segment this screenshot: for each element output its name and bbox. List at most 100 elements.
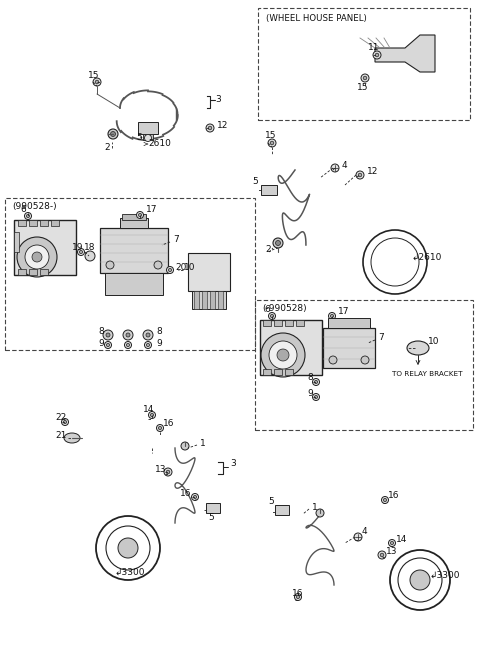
- Circle shape: [107, 343, 109, 346]
- Bar: [263, 369, 271, 375]
- Text: 21: 21: [55, 430, 66, 440]
- Text: 6: 6: [20, 206, 26, 214]
- Text: 22: 22: [55, 413, 66, 422]
- Circle shape: [85, 251, 95, 261]
- Circle shape: [146, 333, 150, 337]
- Circle shape: [410, 570, 430, 590]
- Circle shape: [361, 74, 369, 82]
- Text: 18: 18: [84, 242, 96, 252]
- Text: 12: 12: [217, 121, 228, 130]
- Bar: [18, 220, 26, 226]
- Bar: [192, 291, 226, 309]
- Text: 10: 10: [184, 263, 195, 272]
- Circle shape: [356, 171, 364, 179]
- Bar: [14, 232, 19, 252]
- Circle shape: [330, 314, 334, 318]
- Circle shape: [105, 341, 111, 348]
- Text: 16: 16: [292, 588, 303, 597]
- Circle shape: [398, 558, 442, 602]
- Circle shape: [269, 341, 297, 369]
- Bar: [122, 214, 146, 220]
- Circle shape: [312, 379, 320, 386]
- Circle shape: [93, 78, 101, 86]
- Circle shape: [314, 396, 318, 399]
- Circle shape: [314, 381, 318, 384]
- Circle shape: [316, 509, 324, 517]
- Text: 4: 4: [342, 160, 348, 170]
- Circle shape: [388, 540, 396, 546]
- Text: 5: 5: [136, 132, 142, 141]
- Circle shape: [363, 230, 427, 294]
- Text: 9: 9: [98, 339, 104, 348]
- Circle shape: [270, 314, 274, 318]
- Polygon shape: [375, 35, 435, 72]
- Circle shape: [166, 470, 170, 474]
- Bar: [40, 220, 48, 226]
- Text: 7: 7: [378, 333, 384, 343]
- Text: ↲3300: ↲3300: [430, 571, 460, 580]
- Bar: [296, 320, 304, 326]
- Circle shape: [268, 139, 276, 147]
- Text: 8: 8: [98, 326, 104, 335]
- Circle shape: [17, 237, 57, 277]
- Circle shape: [181, 442, 189, 450]
- Bar: [105, 273, 163, 295]
- Text: 5: 5: [252, 178, 258, 187]
- Text: 15: 15: [88, 71, 99, 81]
- Text: 15: 15: [357, 83, 369, 92]
- Circle shape: [108, 129, 118, 139]
- Bar: [275, 505, 289, 515]
- Bar: [206, 503, 220, 513]
- Text: 5: 5: [208, 512, 214, 521]
- Text: 20: 20: [175, 263, 186, 272]
- Text: TO RELAY BRACKET: TO RELAY BRACKET: [392, 371, 463, 377]
- Circle shape: [270, 141, 274, 145]
- Circle shape: [168, 269, 171, 272]
- Circle shape: [297, 595, 300, 599]
- Bar: [51, 220, 59, 226]
- Circle shape: [26, 214, 30, 217]
- Text: 6: 6: [264, 305, 270, 314]
- Text: 7: 7: [173, 236, 179, 244]
- Circle shape: [61, 419, 69, 426]
- Text: 8: 8: [307, 373, 313, 381]
- Circle shape: [106, 526, 150, 570]
- Bar: [18, 269, 26, 275]
- Text: 9: 9: [156, 339, 162, 348]
- Circle shape: [380, 553, 384, 557]
- Text: 2610: 2610: [148, 140, 171, 149]
- Text: 16: 16: [180, 489, 192, 498]
- Circle shape: [103, 330, 113, 340]
- Circle shape: [110, 132, 116, 136]
- Circle shape: [32, 252, 42, 262]
- Text: 1: 1: [200, 438, 206, 447]
- Bar: [14, 220, 76, 275]
- Circle shape: [268, 312, 276, 320]
- Bar: [263, 320, 271, 326]
- Circle shape: [158, 426, 162, 430]
- Text: 13: 13: [155, 464, 167, 474]
- Bar: [323, 328, 375, 368]
- Text: 10: 10: [428, 337, 440, 346]
- Circle shape: [277, 349, 289, 361]
- Circle shape: [126, 343, 130, 346]
- Circle shape: [167, 267, 173, 274]
- Circle shape: [331, 164, 339, 172]
- Circle shape: [384, 498, 386, 502]
- Circle shape: [124, 341, 132, 348]
- Circle shape: [378, 551, 386, 559]
- Text: 4: 4: [362, 527, 368, 536]
- Text: (-990528): (-990528): [262, 303, 307, 312]
- Text: 19: 19: [72, 242, 84, 252]
- Circle shape: [136, 212, 144, 219]
- Circle shape: [126, 333, 130, 337]
- Text: 2: 2: [265, 246, 271, 255]
- Bar: [143, 134, 153, 140]
- Circle shape: [295, 593, 301, 601]
- Circle shape: [144, 134, 152, 141]
- Bar: [285, 369, 293, 375]
- Bar: [274, 369, 282, 375]
- Text: 2: 2: [104, 143, 109, 153]
- Circle shape: [373, 51, 381, 59]
- Text: 1: 1: [312, 502, 318, 512]
